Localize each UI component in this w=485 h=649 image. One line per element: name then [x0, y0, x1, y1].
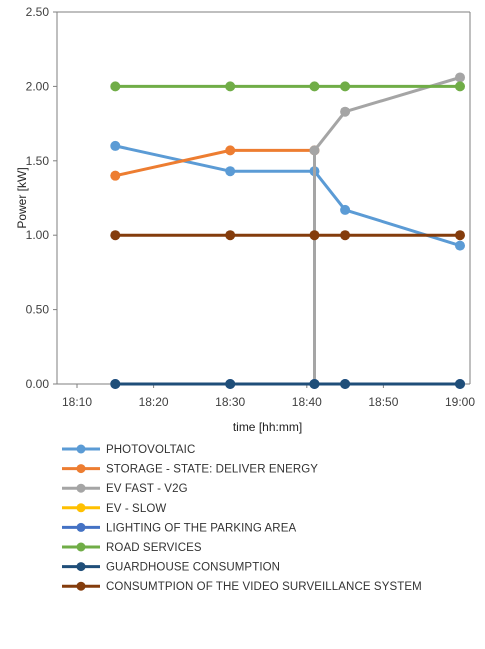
legend-swatch-marker: [76, 542, 86, 552]
legend-label: EV - SLOW: [106, 503, 166, 515]
data-point: [455, 240, 465, 251]
series-5: [110, 81, 465, 92]
data-point: [455, 230, 465, 241]
data-point: [309, 81, 320, 92]
x-tick-label: 19:00: [445, 395, 475, 409]
legend-label: PHOTOVOLTAIC: [106, 444, 195, 456]
data-point: [309, 230, 320, 241]
legend-swatch-marker: [76, 581, 86, 591]
x-tick-label: 18:50: [368, 395, 398, 409]
legend-item: GUARDHOUSE CONSUMPTION: [62, 562, 280, 574]
data-point: [309, 145, 320, 156]
y-tick-label: 1.50: [26, 154, 50, 168]
y-tick-label: 0.00: [26, 377, 50, 391]
legend-label: CONSUMTPION OF THE VIDEO SURVEILLANCE SY…: [106, 581, 422, 593]
y-tick-label: 1.00: [26, 228, 50, 242]
legend-item: STORAGE - STATE: DELIVER ENERGY: [62, 464, 318, 476]
data-point: [225, 81, 236, 92]
y-axis-ticks: 0.00 0.50 1.00 1.50 2.00 2.50: [26, 5, 57, 391]
data-point: [110, 379, 121, 389]
data-point: [110, 230, 121, 241]
legend-swatch-marker: [76, 464, 86, 474]
legend-label: GUARDHOUSE CONSUMPTION: [106, 562, 280, 574]
data-point: [309, 379, 320, 389]
x-axis-title: time [hh:mm]: [233, 420, 302, 434]
data-point: [455, 81, 465, 92]
legend-item: CONSUMTPION OF THE VIDEO SURVEILLANCE SY…: [62, 581, 422, 593]
data-point: [340, 230, 351, 241]
x-tick-label: 18:20: [139, 395, 169, 409]
data-point: [225, 145, 236, 156]
legend-label: STORAGE - STATE: DELIVER ENERGY: [106, 464, 318, 476]
data-point: [110, 140, 121, 151]
y-tick-label: 0.50: [26, 303, 50, 317]
series-line: [313, 76, 461, 384]
series-lines: [110, 72, 465, 389]
legend-item: EV - SLOW: [62, 503, 166, 515]
legend-swatch-marker: [76, 444, 86, 454]
data-point: [110, 170, 121, 181]
y-axis-title: Power [kW]: [15, 167, 29, 228]
data-point: [340, 106, 351, 117]
data-point: [225, 166, 236, 177]
x-tick-label: 18:40: [292, 395, 322, 409]
x-tick-label: 18:30: [215, 395, 245, 409]
legend-swatch-marker: [76, 483, 86, 493]
legend-item: LIGHTING OF THE PARKING AREA: [62, 522, 296, 534]
legend: PHOTOVOLTAIC STORAGE - STATE: DELIVER ENE…: [62, 444, 422, 593]
data-point: [110, 81, 121, 92]
series-7: [110, 230, 465, 241]
legend-label: EV FAST - V2G: [106, 483, 188, 495]
legend-item: EV FAST - V2G: [62, 483, 188, 495]
data-point: [225, 230, 236, 241]
data-point: [340, 81, 351, 92]
x-tick-label: 18:10: [62, 395, 92, 409]
legend-item: PHOTOVOLTAIC: [62, 444, 195, 456]
legend-item: ROAD SERVICES: [62, 542, 202, 554]
data-point: [455, 72, 465, 83]
series-6: [110, 379, 465, 389]
data-point: [340, 204, 351, 215]
y-tick-label: 2.50: [26, 5, 50, 19]
legend-swatch-marker: [76, 562, 86, 572]
data-point: [225, 379, 236, 389]
legend-label: ROAD SERVICES: [106, 542, 202, 554]
data-point: [455, 379, 465, 389]
legend-label: LIGHTING OF THE PARKING AREA: [106, 522, 296, 534]
y-tick-label: 2.00: [26, 79, 50, 93]
data-point: [340, 379, 351, 389]
legend-swatch-marker: [76, 522, 86, 532]
legend-swatch-marker: [76, 503, 86, 513]
